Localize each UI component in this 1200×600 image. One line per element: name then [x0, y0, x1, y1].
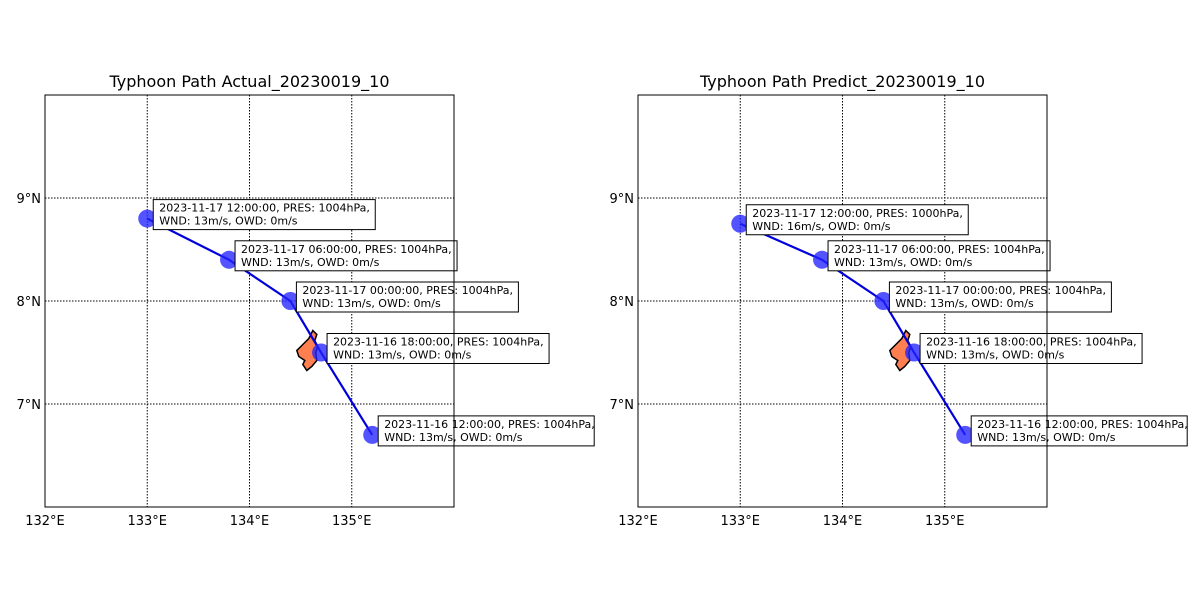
y-tick-label: 9°N	[610, 192, 635, 207]
annotation-box	[377, 415, 595, 447]
track-point	[874, 292, 893, 310]
annotation-line-2: WND: 13m/s, OWD: 0m/s	[241, 256, 380, 269]
x-tick-label: 132°E	[25, 514, 65, 529]
annotation-line-1: 2023-11-16 12:00:00, PRES: 1004hPa,	[384, 418, 595, 431]
track-point	[905, 343, 924, 362]
panel-predict: 132°E 133°E 134°E 135°E 7°N 8°N 9°N 2023-11-16 …	[610, 72, 1188, 529]
annotation-box	[234, 240, 458, 272]
x-tick-label: 133°E	[720, 514, 760, 529]
y-tick-label: 8°N	[610, 295, 635, 310]
annotation-box	[888, 281, 1112, 313]
annotation-line-1: 2023-11-17 00:00:00, PRES: 1004hPa,	[895, 284, 1106, 297]
annotation-line-1: 2023-11-16 12:00:00, PRES: 1004hPa,	[977, 418, 1188, 431]
annotation-line-2: WND: 13m/s, OWD: 0m/s	[384, 431, 523, 444]
annotation-line-2: WND: 13m/s, OWD: 0m/s	[977, 431, 1116, 444]
x-tick-label: 134°E	[823, 514, 863, 529]
x-tick-label: 135°E	[925, 514, 965, 529]
y-tick-label: 9°N	[17, 192, 42, 207]
track-point	[138, 209, 157, 228]
annotation-box	[919, 333, 1143, 364]
track-point	[281, 292, 300, 310]
annotation-box	[326, 333, 550, 364]
y-tick-label: 7°N	[610, 398, 635, 413]
x-tick-label: 132°E	[618, 514, 658, 529]
annotation-box	[745, 204, 969, 236]
chart-title: Typhoon Path Predict_20230019_10	[699, 72, 985, 92]
track-point	[813, 250, 832, 269]
annotation-line-1: 2023-11-17 12:00:00, PRES: 1004hPa,	[159, 202, 370, 215]
track-point	[731, 214, 750, 233]
annotation-line-2: WND: 13m/s, OWD: 0m/s	[302, 297, 441, 310]
annotation-line-2: WND: 13m/s, OWD: 0m/s	[159, 215, 298, 228]
x-tick-label: 135°E	[332, 514, 372, 529]
annotation-line-1: 2023-11-16 18:00:00, PRES: 1004hPa,	[926, 336, 1137, 349]
annotation-box	[970, 415, 1188, 447]
annotation-line-1: 2023-11-17 06:00:00, PRES: 1004hPa,	[834, 243, 1045, 256]
x-tick-label: 134°E	[230, 514, 270, 529]
plot-frame	[44, 94, 455, 508]
track-point	[956, 425, 975, 444]
annotation-line-2: WND: 13m/s, OWD: 0m/s	[926, 349, 1065, 362]
panel-actual: 132°E 133°E 134°E 135°E 7°N 8°N 9°N 2023-11-16 …	[17, 72, 595, 529]
plot-frame	[637, 94, 1048, 508]
annotation-box	[295, 281, 519, 313]
annotation-box	[152, 199, 376, 231]
track-point	[363, 425, 382, 444]
annotation-line-2: WND: 13m/s, OWD: 0m/s	[834, 256, 973, 269]
y-tick-label: 8°N	[17, 295, 42, 310]
annotation-line-2: WND: 16m/s, OWD: 0m/s	[752, 220, 891, 233]
x-tick-label: 133°E	[127, 514, 167, 529]
track-point	[312, 343, 331, 362]
annotation-line-1: 2023-11-17 06:00:00, PRES: 1004hPa,	[241, 243, 452, 256]
annotation-box	[827, 240, 1051, 272]
chart-title: Typhoon Path Actual_20230019_10	[108, 72, 389, 92]
track-point	[220, 250, 239, 269]
annotation-line-1: 2023-11-17 00:00:00, PRES: 1004hPa,	[302, 284, 513, 297]
annotation-line-1: 2023-11-17 12:00:00, PRES: 1000hPa,	[752, 207, 963, 220]
annotation-line-2: WND: 13m/s, OWD: 0m/s	[895, 297, 1034, 310]
y-tick-label: 7°N	[17, 398, 42, 413]
annotation-line-1: 2023-11-16 18:00:00, PRES: 1004hPa,	[333, 336, 544, 349]
annotation-line-2: WND: 13m/s, OWD: 0m/s	[333, 349, 472, 362]
